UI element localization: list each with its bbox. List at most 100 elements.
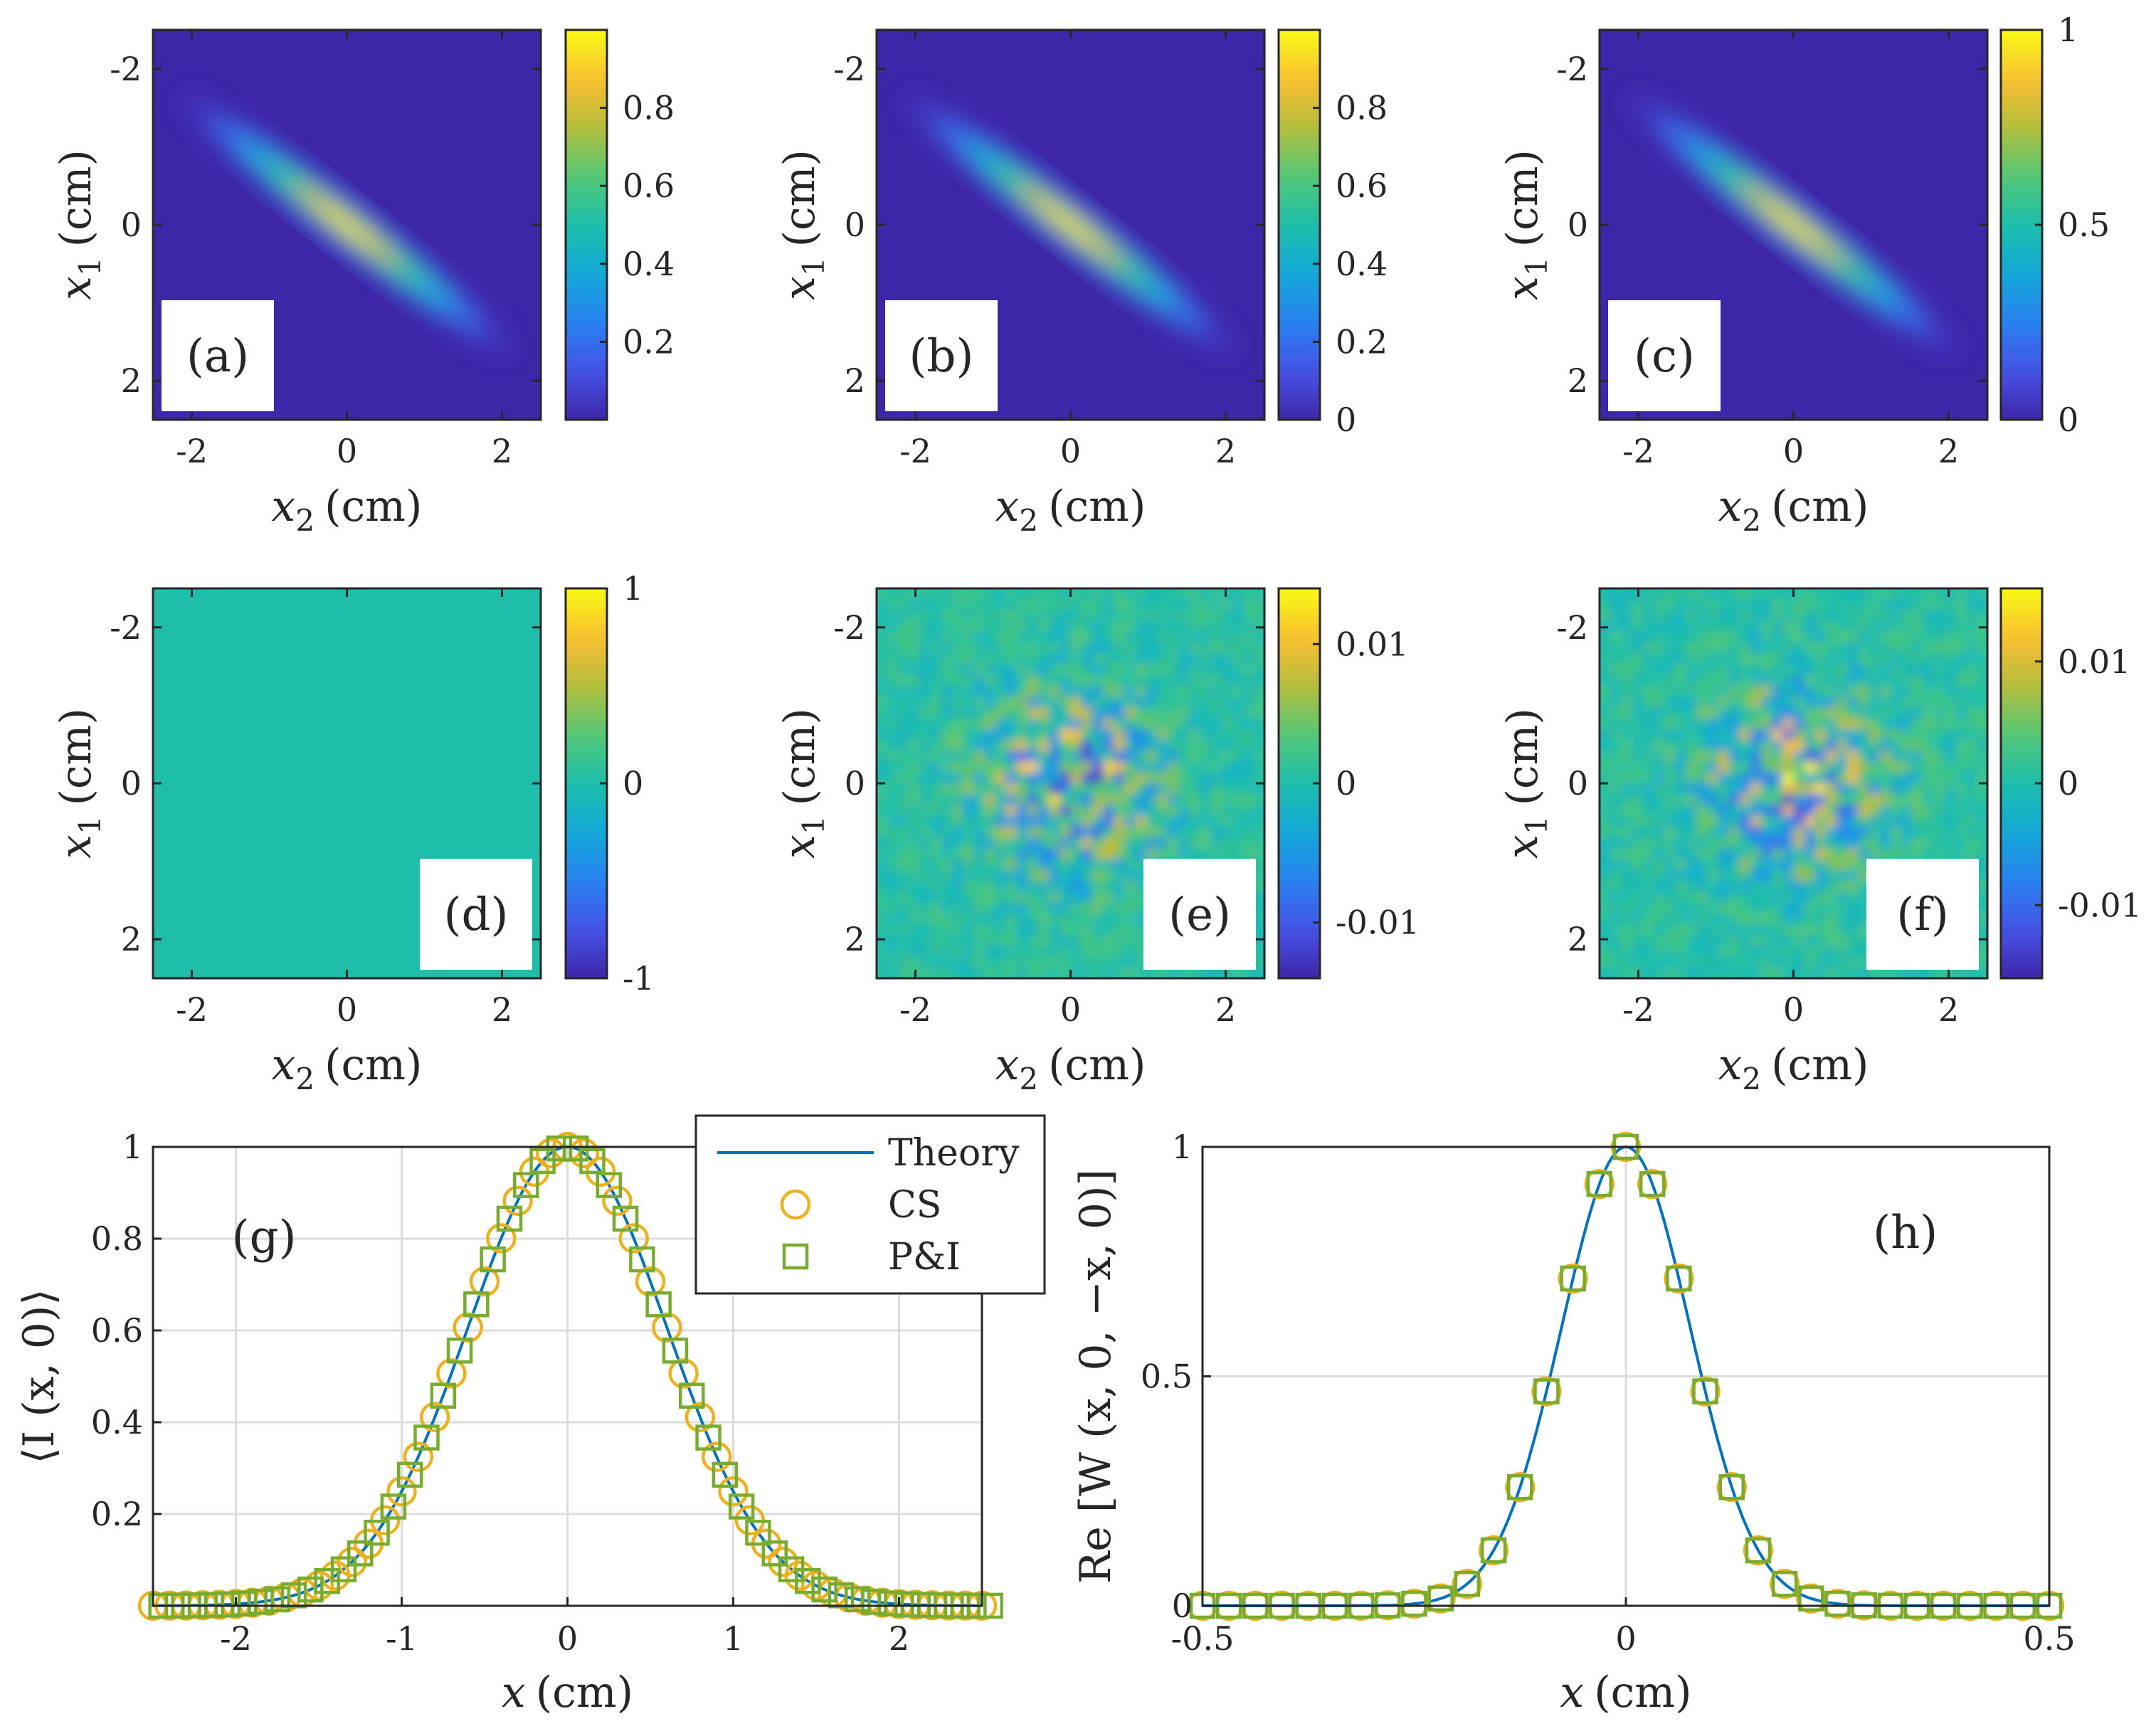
heatmap-cell — [1782, 923, 1795, 936]
heatmap-cell — [1718, 761, 1730, 773]
heatmap-cell — [909, 869, 921, 882]
heatmap-cell — [1761, 848, 1773, 860]
heatmap-cell — [1728, 686, 1740, 698]
heatmap-cell — [919, 794, 931, 806]
heatmap-cell — [1869, 837, 1881, 850]
heatmap-cell — [1761, 859, 1773, 871]
heatmap-cell — [1890, 588, 1902, 600]
heatmap-cell — [1664, 794, 1676, 806]
heatmap-cell — [1944, 848, 1956, 860]
heatmap-cell — [1102, 674, 1115, 687]
heatmap-cell — [941, 751, 953, 763]
heatmap-cell — [1167, 718, 1179, 730]
heatmap-cell — [1858, 664, 1870, 676]
heatmap-cell — [1761, 642, 1773, 655]
heatmap-cell — [1070, 913, 1082, 925]
heatmap-cell — [919, 653, 931, 665]
heatmap-cell — [1923, 588, 1935, 600]
heatmap-cell — [1081, 837, 1093, 850]
heatmap-cell — [1976, 805, 1987, 817]
heatmap-cell — [1847, 881, 1859, 893]
heatmap-cell — [1016, 740, 1028, 752]
heatmap-cell — [1621, 956, 1633, 968]
heatmap-cell — [995, 642, 1007, 655]
heatmap-cell — [1686, 913, 1698, 925]
heatmap-cell — [1167, 697, 1179, 709]
heatmap-cell — [1135, 674, 1147, 687]
heatmap-cell — [1653, 794, 1665, 806]
heatmap-cell — [1814, 697, 1827, 709]
heatmap-cell — [1092, 935, 1104, 947]
heatmap-cell — [1804, 599, 1816, 611]
y-axis-unit: (cm) — [775, 149, 825, 247]
heatmap-cell — [1696, 729, 1708, 741]
heatmap-cell — [1793, 707, 1805, 719]
heatmap-cell — [930, 653, 942, 665]
heatmap-cell — [1718, 686, 1730, 698]
heatmap-cell — [1102, 697, 1115, 709]
heatmap-cell — [1772, 913, 1784, 925]
heatmap-cell — [1178, 772, 1190, 784]
heatmap-cell — [1124, 815, 1136, 827]
heatmap-cell — [1632, 631, 1644, 644]
heatmap-cell — [973, 826, 985, 839]
heatmap-cell — [1793, 891, 1805, 904]
heatmap-cell — [1210, 697, 1222, 709]
heatmap-cell — [1976, 783, 1987, 795]
heatmap-cell — [1696, 610, 1708, 622]
heatmap-cell — [1124, 751, 1136, 763]
heatmap-cell — [1124, 686, 1136, 698]
cs-marker — [618, 1223, 649, 1254]
x-axis-label: x2 (cm) — [995, 482, 1146, 538]
heatmap-cell — [930, 707, 942, 719]
pi-marker — [1745, 1537, 1772, 1564]
heatmap-cell — [1114, 610, 1126, 622]
heatmap-cell — [1221, 620, 1233, 633]
heatmap-cell — [1081, 848, 1093, 860]
heatmap-cell — [941, 740, 953, 752]
heatmap-cell — [1092, 751, 1104, 763]
heatmap-cell — [963, 869, 975, 882]
heatmap-cell — [1782, 783, 1795, 795]
cs-marker — [685, 1402, 716, 1433]
heatmap-cell — [1718, 718, 1730, 730]
heatmap-cell — [1696, 599, 1708, 611]
heatmap-cell — [1221, 826, 1233, 839]
heatmap-cell — [1102, 826, 1115, 839]
heatmap-cell — [1156, 686, 1168, 698]
heatmap-cell — [1016, 642, 1028, 655]
heatmap-cell — [1696, 707, 1708, 719]
heatmap-cell — [1858, 751, 1870, 763]
heatmap-cell — [984, 631, 996, 644]
heatmap-cell — [1858, 805, 1870, 817]
cs-marker — [1505, 1471, 1536, 1503]
x-axis-var: x — [995, 482, 1020, 531]
heatmap-cell — [919, 913, 931, 925]
heatmap-cell — [1642, 707, 1654, 719]
heatmap-cell — [1761, 815, 1773, 827]
heatmap-cell — [1070, 805, 1082, 817]
x-tick-label: 0 — [337, 990, 357, 1029]
heatmap-cell — [941, 686, 953, 698]
x-tick-label: -2 — [899, 990, 931, 1029]
heatmap-cell — [1156, 967, 1168, 978]
heatmap-cell — [1005, 859, 1018, 871]
heatmap-cell — [1632, 859, 1644, 871]
heatmap-cell — [1976, 794, 1987, 806]
heatmap-cell — [1200, 697, 1212, 709]
heatmap-cell — [1653, 805, 1665, 817]
heatmap-cell — [1664, 761, 1676, 773]
heatmap-cell — [1772, 794, 1784, 806]
heatmap-cell — [1005, 815, 1018, 827]
heatmap-cell — [1750, 697, 1763, 709]
heatmap-cell — [1804, 674, 1816, 687]
pi-marker — [430, 1382, 456, 1409]
heatmap-cell — [1200, 967, 1212, 978]
x-tick-label: 0 — [1060, 432, 1081, 470]
x-tick-label: 2 — [1938, 432, 1959, 470]
heatmap-cell — [1005, 707, 1018, 719]
heatmap-cell — [1955, 610, 1967, 622]
heatmap-cell — [1146, 783, 1158, 795]
heatmap-cell — [1739, 869, 1751, 882]
heatmap-cell — [1955, 653, 1967, 665]
